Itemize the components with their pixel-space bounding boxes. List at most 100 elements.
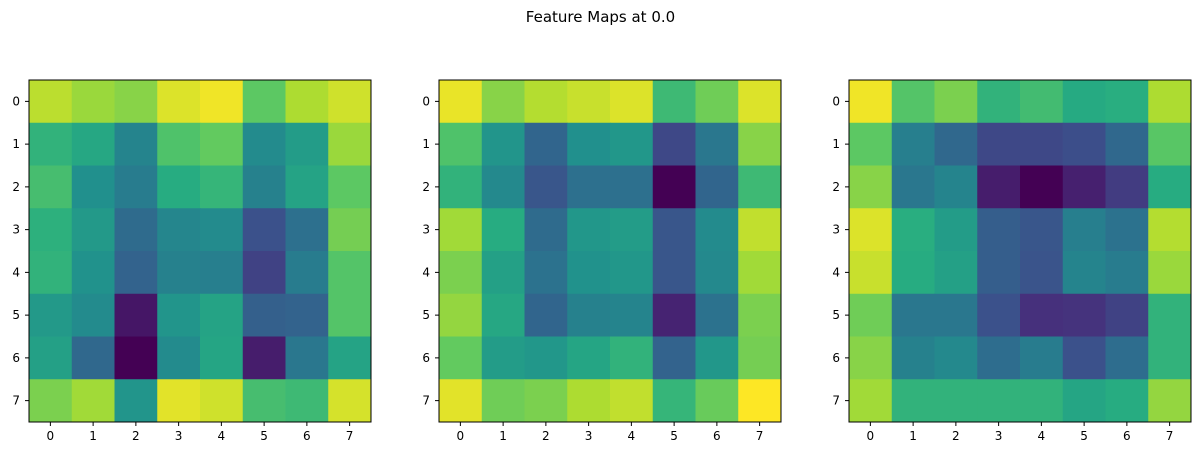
heatmap-cell [285,165,329,209]
heatmap-cell [1105,122,1149,166]
x-tick-label: 0 [47,429,55,443]
heatmap-cell [695,336,739,380]
heatmap-cell [328,336,372,380]
heatmap-cell [977,80,1021,124]
heatmap-cell [1020,379,1064,423]
heatmap-cell [1148,336,1192,380]
heatmap-cell [977,208,1021,252]
y-tick-label: 7 [12,394,20,408]
heatmap-panel-0: 0 1 2 3 4 5 6 7 0 1 2 3 4 5 6 7 [12,79,372,443]
heatmap-panel-1: 0 1 2 3 4 5 6 7 0 1 2 3 4 5 6 7 [422,79,782,443]
heatmap-cell [934,122,978,166]
heatmap-cell [610,336,654,380]
axes-frame [28,79,372,423]
heatmap-cell [1020,165,1064,209]
x-tick-label: 5 [1080,429,1088,443]
x-tick-label: 5 [670,429,678,443]
heatmap-cell [1148,80,1192,124]
heatmap-cell [29,122,73,166]
heatmap-cell [1020,80,1064,124]
heatmap-cell [610,80,654,124]
heatmap-cell [524,293,568,337]
heatmap-cell [157,336,201,380]
heatmap-cell [1148,165,1192,209]
heatmap-cell [481,251,525,295]
heatmap-cell [524,251,568,295]
heatmap-cell [71,165,115,209]
x-tick-label: 2 [952,429,960,443]
heatmap-cell [934,208,978,252]
heatmap-cell [524,379,568,423]
heatmap-cell [567,336,611,380]
heatmap-cell [695,122,739,166]
y-tick-label: 6 [832,351,840,365]
y-tick-label: 1 [12,137,20,151]
heatmap-cell [157,208,201,252]
heatmap-cell [1062,208,1106,252]
heatmap-cell [849,80,893,124]
heatmap-cell [891,336,935,380]
heatmap-cell [1062,293,1106,337]
x-tick-label: 7 [346,429,354,443]
y-tick-label: 5 [422,308,430,322]
heatmap-cell [524,165,568,209]
figure-title: Feature Maps at 0.0 [525,8,676,26]
x-tick-label: 6 [713,429,721,443]
heatmap-cell [29,80,73,124]
heatmap-cell [695,379,739,423]
x-tick-label: 6 [1123,429,1131,443]
heatmap-cell [1105,80,1149,124]
heatmap-cell [29,208,73,252]
heatmap-cell [738,80,782,124]
x-tick-label: 0 [457,429,465,443]
heatmap-cell [439,208,483,252]
heatmap-cell [524,122,568,166]
heatmap-cell [481,122,525,166]
heatmap-cell [200,336,244,380]
heatmap-cell [200,379,244,423]
x-tick-label: 7 [756,429,764,443]
heatmap-cell [567,80,611,124]
heatmap-cell [891,122,935,166]
heatmap-cell [567,293,611,337]
y-tick-label: 3 [12,223,20,237]
heatmap-cell [439,379,483,423]
y-tick-label: 4 [832,265,840,279]
x-tick-label: 0 [867,429,875,443]
heatmap-cell [114,208,158,252]
heatmap-cell [567,208,611,252]
heatmap-panel-2: 0 1 2 3 4 5 6 7 0 1 2 3 4 5 6 7 [832,79,1192,443]
y-tick-label: 0 [12,94,20,108]
x-tick-label: 3 [175,429,183,443]
x-tick-label: 6 [303,429,311,443]
heatmap-cell [891,293,935,337]
heatmap-cell [200,293,244,337]
heatmap-cell [1020,336,1064,380]
y-tick-label: 0 [832,94,840,108]
heatmap-cell [1148,208,1192,252]
heatmap-cell [977,379,1021,423]
heatmap-cell [891,80,935,124]
heatmap-cell [114,336,158,380]
heatmap-cell [1062,165,1106,209]
heatmap-cell [71,336,115,380]
heatmap-cell [849,379,893,423]
heatmap-cell [695,165,739,209]
heatmap-cell [567,122,611,166]
heatmap-cell [29,251,73,295]
heatmap-cell [481,80,525,124]
x-tick-label: 1 [909,429,917,443]
heatmap-cell [328,379,372,423]
heatmap-cell [652,251,696,295]
heatmap-cell [891,165,935,209]
x-tick-label: 7 [1166,429,1174,443]
heatmap-cell [1020,122,1064,166]
heatmap-cell [934,165,978,209]
heatmap-cell [481,336,525,380]
heatmap-cell [157,251,201,295]
axes-frame [848,79,1192,423]
heatmap-cell [481,293,525,337]
heatmap-cell [934,251,978,295]
heatmap-cell [738,208,782,252]
heatmap-cell [891,251,935,295]
